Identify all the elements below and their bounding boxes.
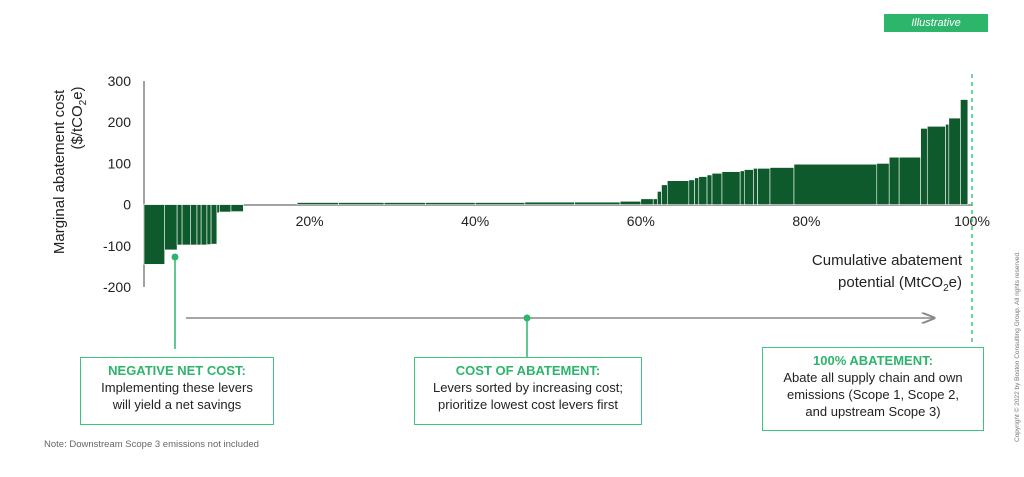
bar-14 [383, 202, 426, 205]
y-tick-200: 200 [108, 114, 132, 130]
bar-28 [706, 174, 713, 205]
x-tick-labels: 20% 40% 60% 80% 100% [296, 213, 990, 229]
bar-31 [739, 170, 745, 205]
bar-7 [206, 204, 212, 245]
x-axis-unit-sub: 2 [943, 283, 949, 294]
negative-box-title: NEGATIVE NET COST: [108, 363, 246, 378]
full-box-line2: emissions (Scope 1, Scope 2, [787, 387, 959, 402]
cost-of-abatement-box: COST OF ABATEMENT: Levers sorted by incr… [414, 357, 642, 425]
bar-44 [960, 99, 969, 205]
y-axis-label-line1: Marginal abatement cost [51, 89, 68, 254]
bar-5 [196, 204, 202, 246]
bar-4 [190, 204, 198, 246]
bar-20 [640, 198, 654, 205]
y-tick--200: -200 [103, 279, 131, 295]
y-tick-0: 0 [123, 197, 131, 213]
bar-17 [524, 201, 575, 205]
cost-box-title: COST OF ABATEMENT: [455, 363, 601, 378]
bar-38 [888, 156, 900, 205]
bar-25 [688, 179, 695, 205]
bar-9 [216, 204, 220, 214]
bar-18 [574, 201, 621, 205]
x-axis-label-line1: Cumulative abatement [812, 252, 963, 269]
bar-26 [694, 177, 700, 205]
x-tick-20: 20% [296, 213, 324, 229]
y-tick-labels: -200 -100 0 100 200 300 [103, 73, 131, 295]
bar-32 [743, 169, 754, 205]
negative-connector-dot [171, 253, 179, 261]
bar-1 [164, 204, 178, 251]
bar-40 [920, 128, 928, 205]
bar-series [143, 99, 969, 265]
bar-35 [769, 167, 795, 205]
full-box-line1: Abate all supply chain and own [783, 370, 963, 385]
bar-37 [876, 163, 890, 205]
full-box-line3: and upstream Scope 3) [805, 404, 941, 419]
x-axis-unit-suffix: e) [949, 274, 962, 291]
bar-11 [230, 204, 244, 212]
bar-10 [219, 204, 232, 213]
x-tick-80: 80% [792, 213, 820, 229]
bar-0 [143, 204, 166, 265]
y-tick-100: 100 [108, 155, 132, 171]
bar-34 [757, 168, 771, 205]
x-tick-60: 60% [627, 213, 655, 229]
bar-27 [698, 176, 708, 205]
bar-16 [474, 202, 526, 205]
bar-43 [948, 117, 961, 205]
y-axis-unit-prefix: ($/tCO [69, 105, 86, 149]
full-abatement-box: 100% ABATEMENT: Abate all supply chain a… [762, 347, 984, 431]
y-tick-300: 300 [108, 73, 132, 89]
y-axis-unit-suffix: e) [69, 86, 86, 99]
cost-connector-dot [523, 314, 531, 322]
cost-box-line1: Levers sorted by increasing cost; [432, 380, 624, 395]
x-axis-unit-prefix: potential (MtCO [838, 274, 943, 291]
bar-42 [945, 123, 950, 205]
bar-39 [898, 156, 921, 205]
negative-net-cost-box: NEGATIVE NET COST: Implementing these le… [80, 357, 274, 425]
bar-15 [425, 202, 476, 205]
x-axis-label-line2: potential (MtCO2e) [838, 274, 962, 294]
illustrative-badge: Illustrative [884, 14, 988, 32]
footnote: Note: Downstream Scope 3 emissions not i… [44, 439, 259, 450]
bar-21 [652, 198, 658, 205]
bar-13 [338, 202, 385, 205]
bar-19 [619, 201, 642, 205]
bar-23 [661, 184, 668, 205]
y-axis-label: Marginal abatement cost [51, 89, 68, 254]
bar-33 [753, 168, 758, 205]
negative-box-line2: will yield a net savings [112, 397, 242, 412]
bar-2 [176, 204, 183, 246]
bar-22 [657, 191, 662, 205]
bar-12 [296, 202, 339, 205]
bar-3 [181, 204, 191, 246]
bar-41 [926, 126, 946, 205]
copyright-notice: Copyright © 2022 by Boston Consulting Gr… [1014, 251, 1021, 442]
y-axis-unit-sub: 2 [78, 99, 89, 105]
bar-6 [200, 204, 208, 246]
bar-8 [210, 204, 218, 245]
bar-29 [711, 172, 723, 205]
x-tick-40: 40% [461, 213, 489, 229]
y-axis-unit: ($/tCO2e) [69, 86, 89, 149]
full-box-title: 100% ABATEMENT: [813, 353, 933, 368]
bar-24 [666, 180, 690, 205]
cost-box-line2: prioritize lowest cost levers first [438, 397, 618, 412]
negative-box-line1: Implementing these levers [101, 380, 253, 395]
y-tick--100: -100 [103, 238, 131, 254]
bar-36 [793, 163, 878, 205]
bar-30 [721, 171, 741, 205]
